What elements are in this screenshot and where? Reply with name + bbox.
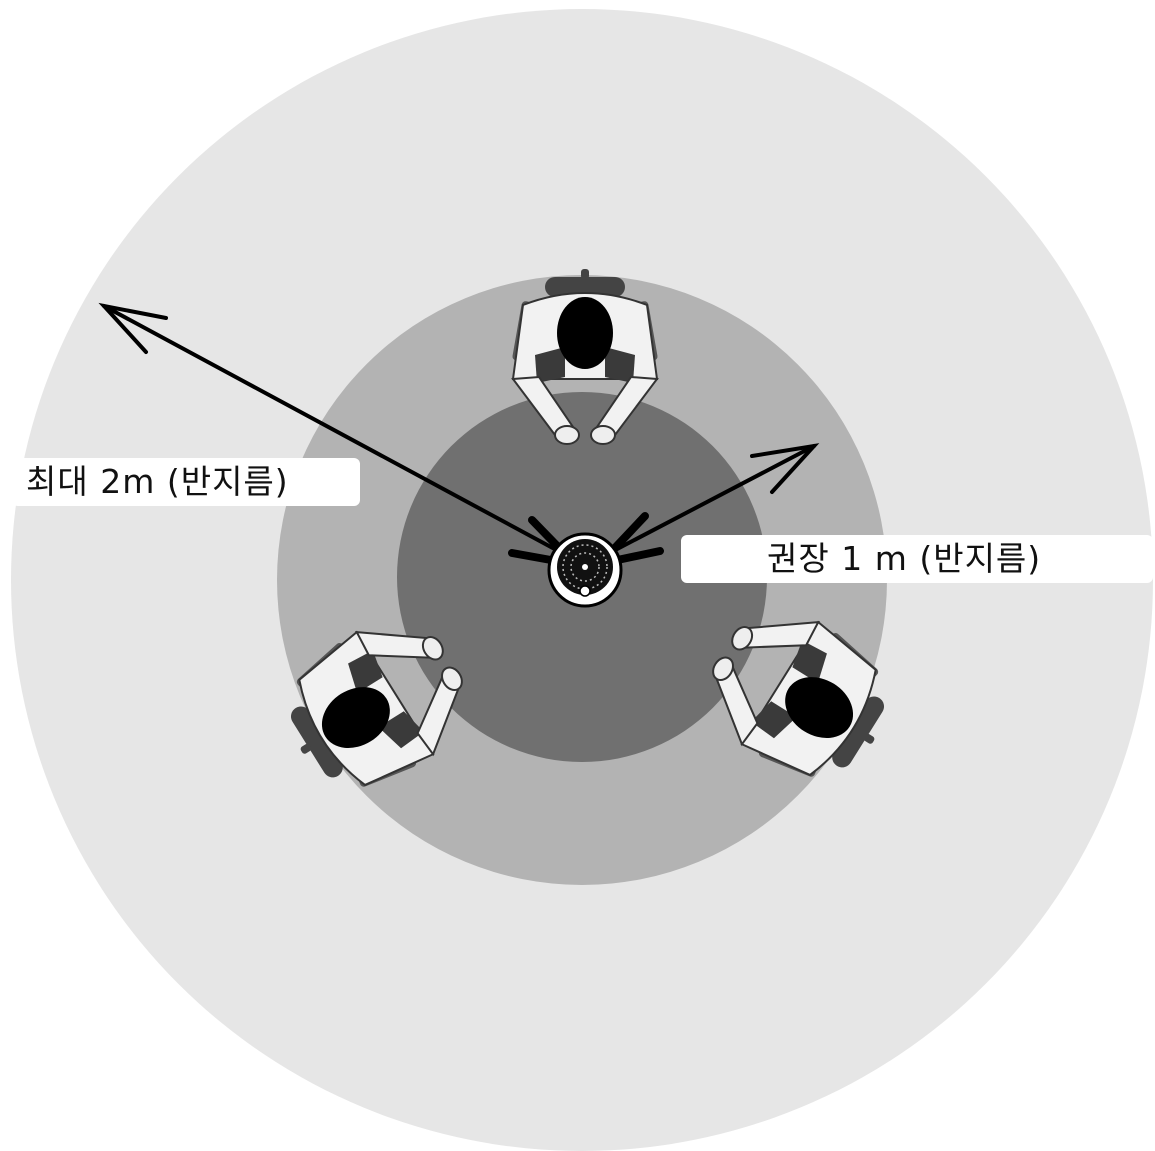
speakerphone-device-icon xyxy=(547,532,623,608)
recommended-range-label: 권장 1 m (반지름) xyxy=(681,535,1153,583)
max-range-arrow xyxy=(98,302,577,562)
max-range-label: 최대 2m (반지름) xyxy=(12,458,360,506)
recommended-range-arrow xyxy=(598,443,820,560)
